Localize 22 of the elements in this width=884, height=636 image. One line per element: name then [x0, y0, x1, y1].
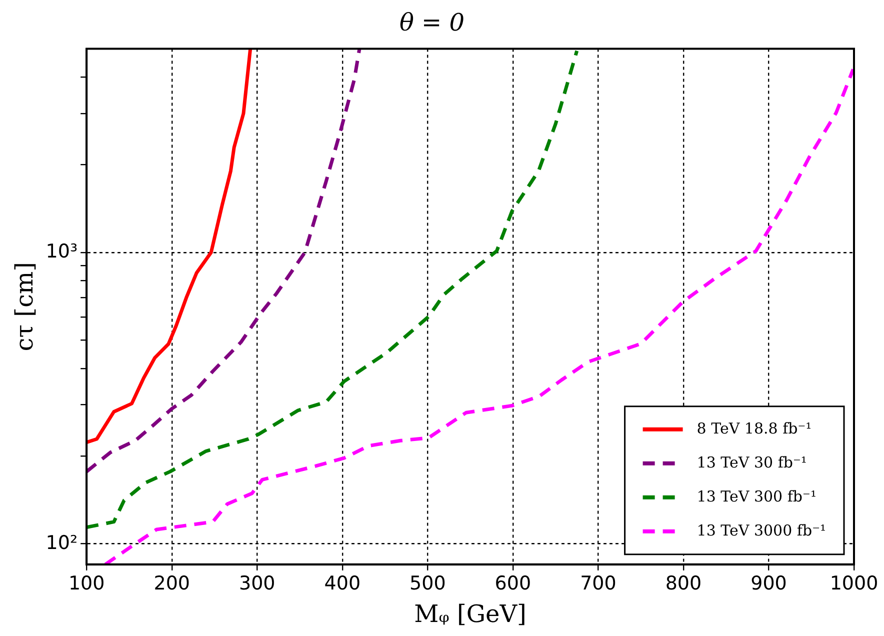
y-axis-title: cτ [cm] — [10, 262, 39, 352]
x-tick-label: 1000 — [830, 572, 878, 595]
legend-label: 13 TeV 3000 fb⁻¹ — [696, 521, 826, 540]
x-tick-label: 900 — [750, 572, 787, 595]
chart-title: θ = 0 — [399, 8, 465, 37]
x-axis-title: Mᵩ [GeV] — [414, 600, 526, 628]
x-tick-label: 600 — [494, 572, 532, 595]
x-tick-label: 800 — [665, 572, 702, 595]
legend-label: 8 TeV 18.8 fb⁻¹ — [696, 419, 812, 438]
line-series — [104, 67, 854, 564]
legend-label: 13 TeV 300 fb⁻¹ — [696, 487, 816, 506]
x-tick-label: 200 — [154, 572, 190, 595]
line-series — [86, 49, 579, 530]
y-tick-label: 10³ — [46, 240, 78, 262]
x-tick-label: 400 — [324, 572, 361, 595]
legend-label: 13 TeV 30 fb⁻¹ — [696, 453, 807, 472]
line-series — [86, 48, 362, 474]
x-tick-label: 700 — [580, 572, 616, 595]
x-tick-label: 500 — [410, 572, 446, 595]
x-tick-label: 100 — [68, 572, 105, 595]
y-tick-label: 10² — [46, 532, 78, 554]
x-tick-label: 300 — [238, 572, 276, 595]
